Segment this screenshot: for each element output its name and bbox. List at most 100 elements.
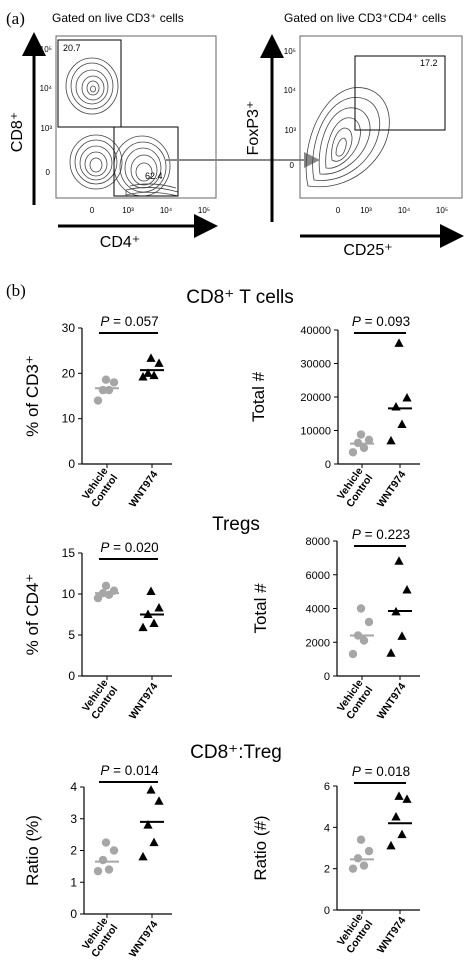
data-point-wnt974 xyxy=(143,820,153,829)
flow-left-ylabel: CD8⁺ xyxy=(9,112,26,152)
x-category-label: VehicleControl xyxy=(79,915,120,959)
panel-b-label: (b) xyxy=(6,281,26,300)
data-point-vehicle xyxy=(348,864,358,873)
dot-plot-6: 0 2 4 6 VehicleControl WNT974 Ratio (#) P = 0.0… xyxy=(251,764,420,956)
data-point-vehicle xyxy=(98,855,108,865)
dot-plot-5: 0 1 2 3 4 VehicleControl WNT974 Ratio (%) P = 0.… xyxy=(23,763,172,960)
p-value: P = 0.057 xyxy=(100,314,158,329)
flow-plot-cd8-vs-cd4: Gated on live CD3⁺ cells CD8⁺ CD4⁺ 0 10³… xyxy=(9,11,218,251)
flow-left-contours-dn xyxy=(69,134,123,190)
x-category-label: WNT974 xyxy=(375,469,409,510)
row-title-ratio: CD8⁺:Treg xyxy=(190,742,282,763)
flow-left-contours-cd4 xyxy=(113,135,179,197)
flow-left-contours-cd8 xyxy=(65,57,119,115)
data-point-wnt974 xyxy=(391,812,401,821)
x-category-label: WNT974 xyxy=(375,915,409,956)
data-point-vehicle xyxy=(93,866,103,876)
flow-left-xtick-1: 10³ xyxy=(122,206,134,215)
data-point-vehicle xyxy=(364,617,374,627)
p-value: P = 0.014 xyxy=(100,763,159,778)
x-category-label: WNT974 xyxy=(127,919,161,960)
flow-left-xlabel: CD4⁺ xyxy=(100,234,140,251)
y-axis-label: Ratio (#) xyxy=(251,815,270,880)
flow-right-ytick-2: 10⁴ xyxy=(284,86,297,95)
data-point-wnt974 xyxy=(394,556,404,565)
p-value: P = 0.223 xyxy=(352,527,410,542)
flow-left-gate-cd4 xyxy=(113,126,179,197)
y-tick-label: 2000 xyxy=(306,637,330,649)
y-tick-label: 0 xyxy=(325,459,331,471)
y-tick-label: 1 xyxy=(70,875,77,889)
y-tick-label: 0 xyxy=(324,905,330,917)
p-value: P = 0.018 xyxy=(352,764,410,779)
y-tick-label: 15 xyxy=(62,546,76,560)
dot-plot-2: 0 10000 20000 30000 40000 VehicleControl WNT97… xyxy=(249,314,420,510)
y-axis-label: % of CD4⁺ xyxy=(23,574,42,656)
y-tick-label: 40000 xyxy=(300,325,331,337)
data-point-wnt974 xyxy=(154,602,164,612)
data-point-vehicle xyxy=(353,438,363,448)
flow-right-ytick-3: 10⁵ xyxy=(284,47,296,56)
data-point-vehicle xyxy=(364,846,374,856)
flow-right-frame xyxy=(299,35,463,199)
y-tick-label: 3 xyxy=(70,812,77,826)
data-point-wnt974 xyxy=(397,829,407,839)
data-point-vehicle xyxy=(109,586,119,595)
flow-left-gate-cd4-value: 62.4 xyxy=(145,171,163,181)
data-point-vehicle xyxy=(356,430,366,439)
data-point-wnt974 xyxy=(138,371,148,381)
flow-right-contours xyxy=(305,87,390,188)
row-title-cd8: CD8⁺ T cells xyxy=(186,287,294,308)
data-point-vehicle xyxy=(98,385,108,395)
data-point-wnt974 xyxy=(386,840,396,850)
data-point-vehicle xyxy=(101,838,111,847)
flow-left-ytick-3: 10⁵ xyxy=(40,45,52,54)
y-tick-label: 10 xyxy=(62,412,76,426)
flow-plot-foxp3-vs-cd25: Gated on live CD3⁺CD4⁺ cells FoxP3⁺ CD25… xyxy=(245,11,464,259)
y-tick-label: 2 xyxy=(324,864,330,876)
data-point-wnt974 xyxy=(386,435,396,445)
data-point-wnt974 xyxy=(154,358,164,367)
data-point-vehicle xyxy=(104,385,114,395)
data-point-wnt974 xyxy=(146,785,156,794)
p-value: P = 0.020 xyxy=(100,540,158,555)
data-point-vehicle xyxy=(109,846,119,855)
x-category-label: VehicleControl xyxy=(79,465,120,509)
flow-left-xtick-3: 10⁵ xyxy=(198,206,210,215)
y-tick-label: 8000 xyxy=(306,536,330,548)
data-point-vehicle xyxy=(356,604,366,613)
x-category-label: WNT974 xyxy=(375,681,409,722)
data-point-vehicle xyxy=(359,636,369,645)
flow-right-xtick-3: 10⁵ xyxy=(436,206,448,215)
flow-left-title: Gated on live CD3⁺ cells xyxy=(52,11,184,25)
data-point-wnt974 xyxy=(394,791,404,800)
data-point-vehicle xyxy=(353,854,363,863)
data-point-vehicle xyxy=(348,649,358,659)
data-point-wnt974 xyxy=(391,606,401,616)
data-point-wnt974 xyxy=(146,353,156,362)
flow-right-ytick-0: 0 xyxy=(290,161,295,170)
flow-left-frame xyxy=(55,35,217,199)
data-point-wnt974 xyxy=(397,419,407,428)
data-point-vehicle xyxy=(109,378,119,387)
y-tick-label: 20 xyxy=(62,366,76,380)
data-point-wnt974 xyxy=(149,370,159,380)
flow-left-ytick-2: 10⁴ xyxy=(40,84,53,93)
y-tick-label: 20000 xyxy=(300,392,331,404)
data-point-wnt974 xyxy=(154,796,164,805)
data-point-wnt974 xyxy=(402,794,412,803)
flow-right-ylabel: FoxP3⁺ xyxy=(245,101,262,156)
flow-left-ytick-0: 0 xyxy=(46,168,51,177)
data-point-vehicle xyxy=(353,631,363,640)
data-point-vehicle xyxy=(101,581,111,590)
data-point-vehicle xyxy=(98,588,108,598)
data-point-vehicle xyxy=(359,861,369,870)
data-point-wnt974 xyxy=(149,618,159,628)
data-point-wnt974 xyxy=(386,648,396,657)
flow-left-xtick-2: 10⁴ xyxy=(160,206,173,215)
y-tick-label: 2 xyxy=(70,844,77,858)
flow-right-xtick-2: 10⁴ xyxy=(398,206,411,215)
dot-plot-4: 0 2000 4000 6000 8000 VehicleControl WNT974 Tot… xyxy=(251,527,420,722)
x-category-label: VehicleControl xyxy=(334,465,375,509)
